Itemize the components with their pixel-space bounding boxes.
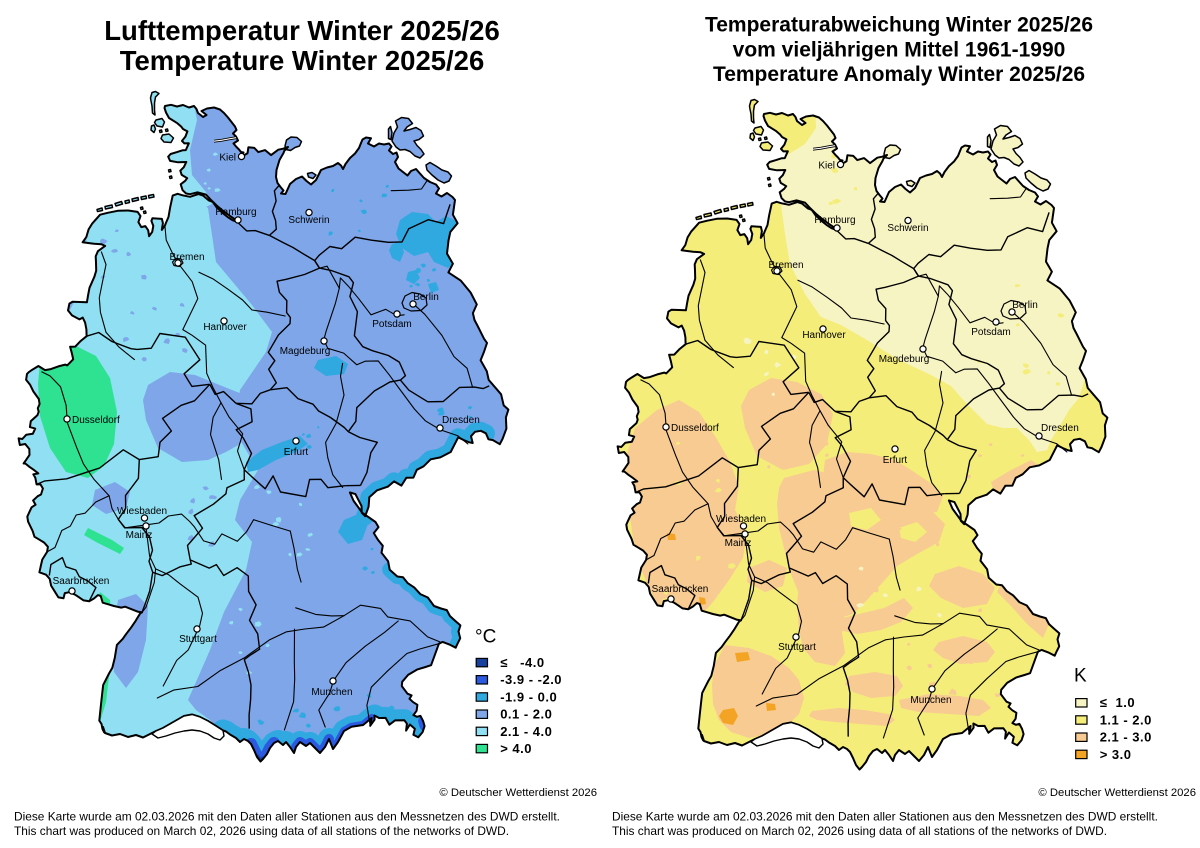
svg-text:Bremen: Bremen: [768, 260, 803, 271]
svg-text:Diese Karte wurde am 02.03.202: Diese Karte wurde am 02.03.2026 mit den …: [14, 810, 560, 824]
svg-text:Berlin: Berlin: [413, 292, 439, 303]
svg-text:Munchen: Munchen: [311, 687, 352, 698]
svg-text:Stuttgart: Stuttgart: [179, 634, 217, 645]
svg-text:Saarbrucken: Saarbrucken: [53, 576, 110, 587]
svg-text:Potsdam: Potsdam: [372, 319, 411, 330]
svg-text:0.1 - 2.0: 0.1 - 2.0: [500, 707, 552, 722]
svg-text:2.1 - 4.0: 2.1 - 4.0: [500, 724, 552, 739]
svg-text:Temperature Anomaly Winter 202: Temperature Anomaly Winter 2025/26: [713, 63, 1085, 86]
svg-text:Kiel: Kiel: [219, 153, 236, 164]
svg-text:> 3.0: > 3.0: [1100, 747, 1132, 762]
svg-text:Dusseldorf: Dusseldorf: [671, 423, 719, 434]
svg-text:≤ 1.0: ≤ 1.0: [1100, 695, 1135, 710]
svg-text:Lufttemperatur Winter 2025/26: Lufttemperatur Winter 2025/26: [104, 15, 500, 46]
svg-text:Temperaturabweichung Winter 20: Temperaturabweichung Winter 2025/26: [705, 14, 1093, 37]
svg-text:2.1 - 3.0: 2.1 - 3.0: [1100, 730, 1152, 745]
svg-text:Berlin: Berlin: [1012, 300, 1038, 311]
svg-text:1.1 - 2.0: 1.1 - 2.0: [1100, 712, 1152, 727]
svg-text:K: K: [1074, 666, 1087, 687]
svg-text:°C: °C: [475, 627, 496, 648]
svg-text:Wiesbaden: Wiesbaden: [117, 506, 167, 517]
svg-text:-3.9 - -2.0: -3.9 - -2.0: [500, 672, 562, 687]
svg-text:© Deutscher Wetterdienst 2026: © Deutscher Wetterdienst 2026: [1038, 787, 1196, 799]
svg-text:Dresden: Dresden: [1041, 423, 1079, 434]
svg-text:Hamburg: Hamburg: [215, 207, 256, 218]
svg-text:> 4.0: > 4.0: [500, 741, 532, 756]
svg-text:This chart was produced on Mar: This chart was produced on March 02, 202…: [14, 824, 509, 838]
svg-text:Erfurt: Erfurt: [883, 455, 908, 466]
svg-text:This chart was produced on Mar: This chart was produced on March 02, 202…: [612, 824, 1107, 838]
svg-text:Hamburg: Hamburg: [814, 215, 855, 226]
svg-text:Wiesbaden: Wiesbaden: [716, 514, 766, 525]
svg-text:Munchen: Munchen: [910, 695, 951, 706]
svg-text:Stuttgart: Stuttgart: [778, 642, 816, 653]
svg-text:Hannover: Hannover: [203, 322, 247, 333]
svg-text:Hannover: Hannover: [802, 330, 846, 341]
svg-text:Magdeburg: Magdeburg: [280, 346, 331, 357]
svg-text:Schwerin: Schwerin: [288, 215, 329, 226]
svg-text:© Deutscher Wetterdienst 2026: © Deutscher Wetterdienst 2026: [439, 787, 597, 799]
svg-text:Dresden: Dresden: [442, 415, 480, 426]
svg-text:Schwerin: Schwerin: [887, 223, 928, 234]
svg-text:Kiel: Kiel: [818, 161, 835, 172]
svg-text:Temperature Winter 2025/26: Temperature Winter 2025/26: [120, 45, 485, 76]
svg-text:vom vieljährigen Mittel 1961-1: vom vieljährigen Mittel 1961-1990: [733, 39, 1066, 62]
svg-text:-1.9 - 0.0: -1.9 - 0.0: [500, 689, 557, 704]
svg-text:Potsdam: Potsdam: [971, 327, 1010, 338]
svg-text:Magdeburg: Magdeburg: [879, 354, 930, 365]
svg-text:Saarbrucken: Saarbrucken: [652, 584, 709, 595]
svg-text:Bremen: Bremen: [169, 252, 204, 263]
svg-text:Dusseldorf: Dusseldorf: [72, 415, 120, 426]
svg-text:≤ -4.0: ≤ -4.0: [500, 655, 544, 670]
svg-text:Erfurt: Erfurt: [284, 447, 309, 458]
svg-text:Mainz: Mainz: [126, 530, 153, 541]
svg-text:Mainz: Mainz: [725, 538, 752, 549]
svg-text:Diese Karte wurde am 02.03.202: Diese Karte wurde am 02.03.2026 mit den …: [612, 810, 1158, 824]
